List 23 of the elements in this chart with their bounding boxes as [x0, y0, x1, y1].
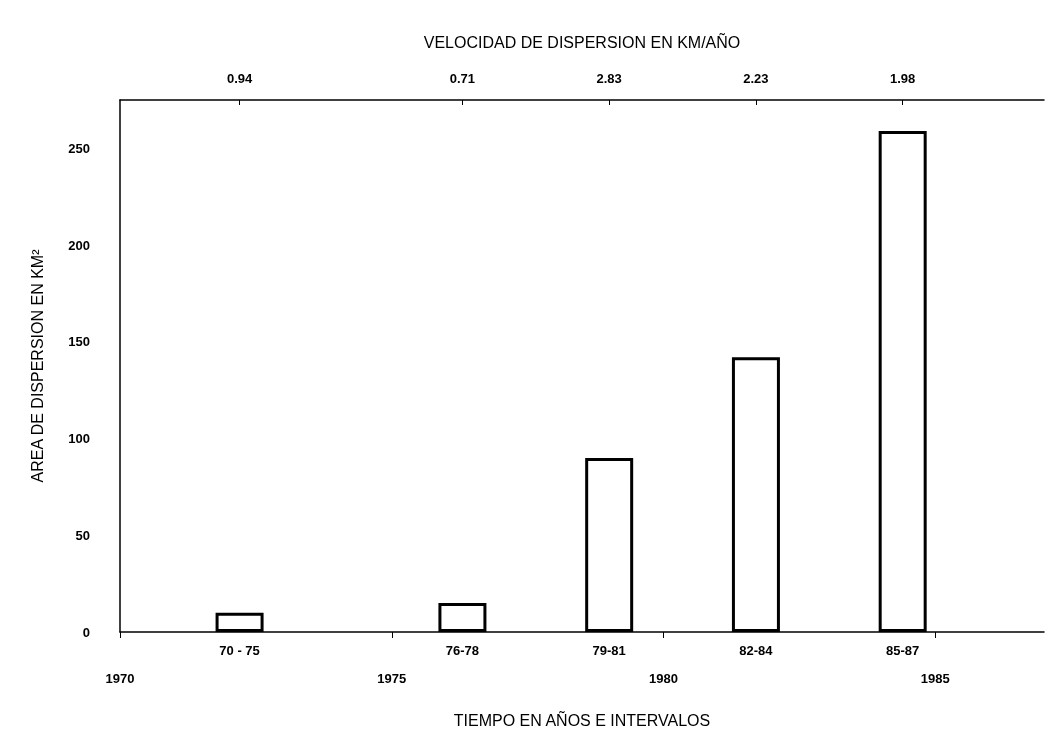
x-axis-title: TIEMPO EN AÑOS E INTERVALOS [453, 709, 711, 729]
text: 0.94 [226, 71, 253, 86]
annotation: 79-81 [592, 643, 626, 658]
y-tick-label: 50 [75, 527, 90, 543]
y-tick-label: 250 [68, 140, 90, 156]
annotation: 76-78 [445, 643, 480, 658]
y-axis-title: AREA DE DISPERSION EN KM² [28, 248, 46, 483]
y-tick-label: 100 [68, 431, 90, 447]
x2-axis-title: VELOCIDAD DE DISPERSION EN KM/AÑO [423, 31, 741, 51]
annotation: 70 - 75 [219, 643, 260, 658]
annotation: 82-84 [739, 643, 774, 658]
y-tick-label: 0 [82, 624, 90, 640]
annotation: 85-87 [886, 643, 920, 658]
x-tick-label: 1970 [105, 671, 135, 686]
x-tick-label: 1980 [649, 671, 678, 686]
y-tick-label: 150 [68, 334, 90, 350]
y-tick-label: 200 [68, 237, 90, 253]
x-tick-label: 1985 [920, 671, 950, 686]
text: 0.71 [449, 71, 476, 86]
text: 1.98 [890, 71, 916, 86]
text: 2.23 [743, 71, 769, 86]
text: 2.83 [596, 71, 622, 86]
x-tick-label: 1975 [377, 671, 407, 686]
